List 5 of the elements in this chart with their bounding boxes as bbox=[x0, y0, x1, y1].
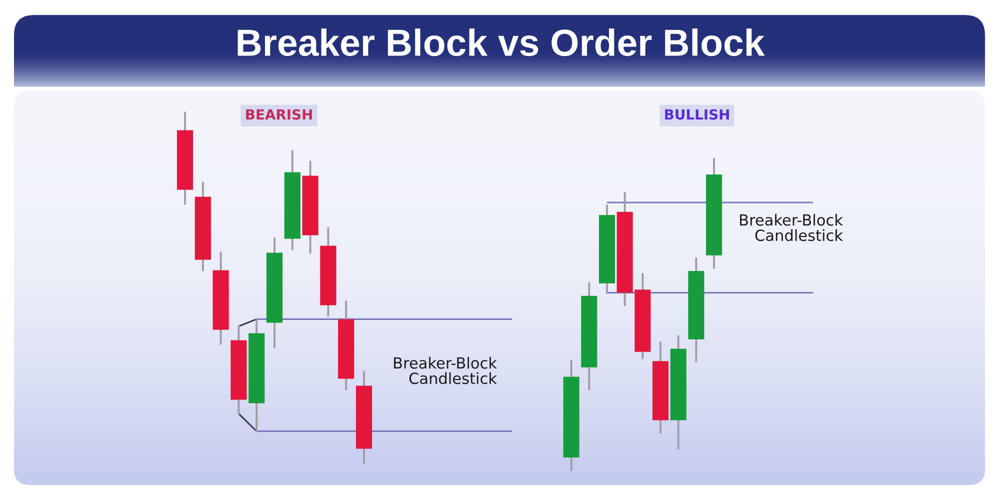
chart-title: BULLISH bbox=[665, 109, 729, 120]
text: Breaker-Block Candlestick bbox=[394, 356, 497, 384]
text: Breaker-Block Candlestick bbox=[740, 214, 843, 242]
text: Breaker Block vs Order Block bbox=[238, 28, 765, 56]
chart-title: BEARISH bbox=[246, 109, 312, 120]
